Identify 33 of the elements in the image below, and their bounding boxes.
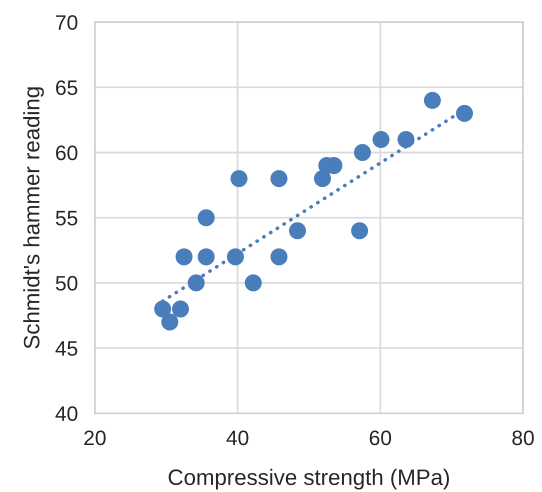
point [230, 170, 248, 188]
point [244, 274, 262, 292]
point [270, 170, 288, 188]
point [172, 300, 189, 318]
point [351, 222, 368, 240]
point [161, 314, 178, 331]
point [289, 222, 306, 240]
x-tick-label: 20 [84, 430, 106, 446]
x-axis-title: Compressive strength (MPa) [168, 468, 449, 490]
point [456, 104, 474, 122]
point [354, 144, 371, 162]
point [198, 209, 215, 226]
y-axis-title: Schmidt's hammer reading [23, 87, 44, 348]
y-tick-label: 40 [55, 406, 78, 422]
x-tick-label: 60 [370, 430, 392, 446]
point [176, 248, 193, 266]
y-tick-label: 65 [56, 80, 78, 96]
y-tick-label: 45 [55, 341, 78, 356]
y-tick-label: 60 [56, 146, 78, 160]
x-tick-label: 80 [512, 430, 534, 446]
point [188, 274, 205, 292]
point [270, 248, 288, 266]
point [372, 130, 390, 148]
point [154, 300, 172, 318]
y-tick-label: 50 [56, 276, 78, 291]
y-tick-label: 55 [56, 210, 78, 226]
point [198, 248, 215, 266]
point [314, 170, 332, 188]
y-tick-label: 70 [56, 15, 78, 30]
point [226, 248, 244, 266]
x-tick-label: 40 [226, 430, 248, 446]
point [397, 130, 414, 148]
point [424, 92, 441, 109]
